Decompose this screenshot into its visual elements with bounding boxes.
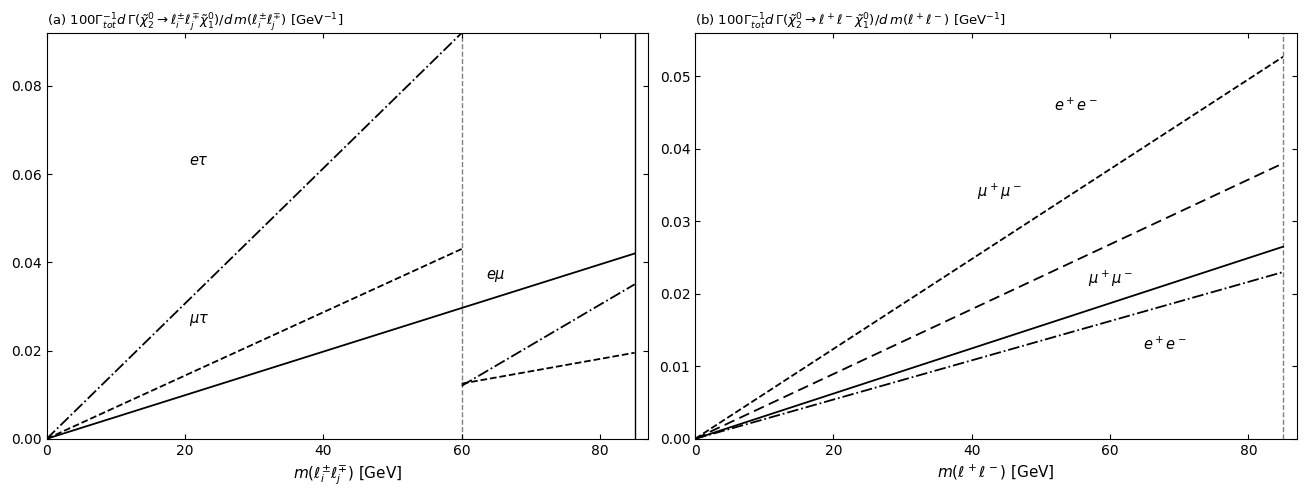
Text: $e\tau$: $e\tau$ bbox=[188, 154, 209, 168]
X-axis label: $m(\ell^+\ell^-)$ [GeV]: $m(\ell^+\ell^-)$ [GeV] bbox=[938, 463, 1054, 483]
Text: $\mu^+\mu^-$: $\mu^+\mu^-$ bbox=[1088, 269, 1133, 289]
Text: $e^+e^-$: $e^+e^-$ bbox=[1143, 336, 1188, 353]
X-axis label: $m(\ell_i^{\pm}\ell_j^{\mp})$ [GeV]: $m(\ell_i^{\pm}\ell_j^{\mp})$ [GeV] bbox=[293, 463, 403, 487]
Text: $e^+e^-$: $e^+e^-$ bbox=[1053, 97, 1097, 114]
Text: $\mu^+\mu^-$: $\mu^+\mu^-$ bbox=[977, 182, 1022, 203]
Text: $e\mu$: $e\mu$ bbox=[487, 267, 506, 283]
Text: (a) $100\Gamma_{tot}^{-1}d\,\Gamma(\tilde{\chi}_2^0 \to \ell_i^{\pm}\ell_j^{\mp}: (a) $100\Gamma_{tot}^{-1}d\,\Gamma(\tild… bbox=[47, 11, 343, 33]
Text: $\mu\tau$: $\mu\tau$ bbox=[188, 312, 209, 328]
Text: (b) $100\Gamma_{tot}^{-1}d\,\Gamma(\tilde{\chi}_2^0 \to \ell^+\ell^-\tilde{\chi}: (b) $100\Gamma_{tot}^{-1}d\,\Gamma(\tild… bbox=[695, 12, 1006, 32]
